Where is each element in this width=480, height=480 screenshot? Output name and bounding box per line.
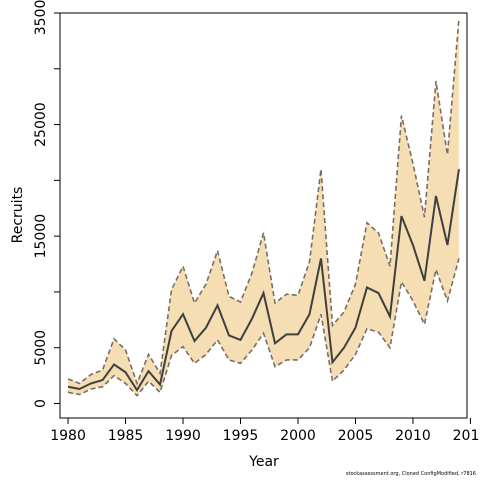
confidence-band — [68, 18, 459, 396]
y-tick-label: 35000 — [33, 0, 49, 35]
upper-bound-line — [67, 18, 460, 386]
x-tick-label: 1985 — [108, 428, 144, 444]
y-axis: 0 5000 15000 25000 35000 — [33, 0, 60, 408]
y-axis-label: Recruits — [10, 187, 26, 244]
plot-frame — [59, 12, 468, 419]
y-tick-label: 15000 — [33, 214, 49, 259]
x-tick-label: 2000 — [280, 428, 316, 444]
x-tick-label: 2010 — [395, 428, 431, 444]
y-tick-label: 0 — [33, 399, 49, 408]
series-lines-layer — [67, 18, 460, 397]
y-tick-label: 5000 — [33, 330, 49, 366]
x-axis: 1980 1985 1990 1995 2000 2005 2010 2015 — [50, 418, 480, 444]
x-axis-label: Year — [248, 454, 279, 470]
x-tick-label: 1980 — [50, 428, 86, 444]
footer-credit: stockassessment.org, Cloned ConfigModifi… — [345, 471, 476, 477]
x-tick-label: 1990 — [165, 428, 201, 444]
x-tick-label: 2005 — [338, 428, 374, 444]
lower-bound-line — [67, 258, 460, 397]
x-tick-label: 2015 — [453, 428, 480, 444]
confidence-band-layer — [68, 18, 459, 396]
y-tick-label: 25000 — [33, 102, 49, 147]
estimate-line — [67, 169, 460, 392]
x-tick-label: 1995 — [223, 428, 259, 444]
